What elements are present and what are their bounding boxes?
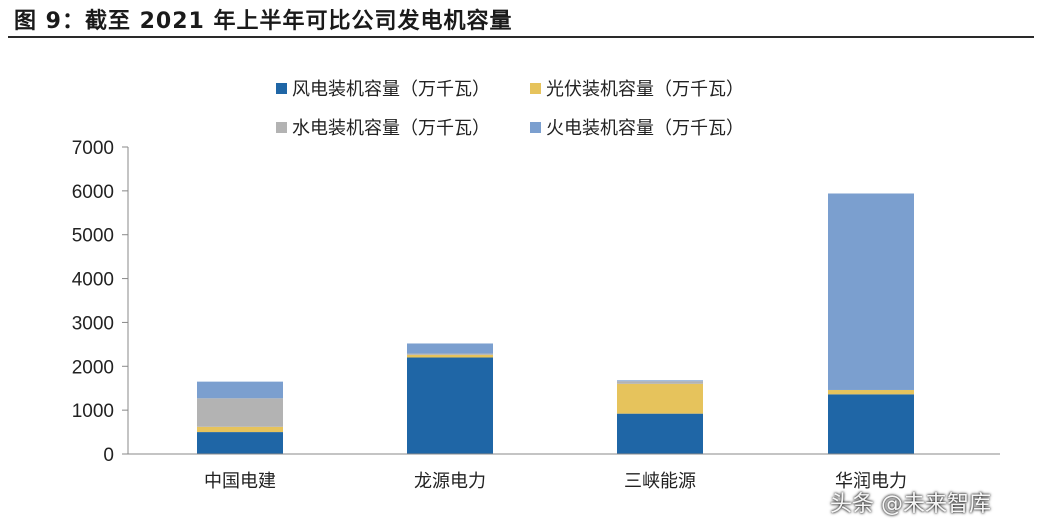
bar-segment bbox=[407, 353, 493, 355]
bar-segment bbox=[197, 381, 283, 399]
x-category-label: 中国电建 bbox=[204, 471, 276, 492]
y-tick-label: 7000 bbox=[72, 138, 114, 159]
bar-segment bbox=[197, 398, 283, 427]
bar-segment bbox=[407, 357, 493, 454]
x-category-label: 三峡能源 bbox=[624, 471, 696, 492]
x-axis: 中国电建 龙源电力 三峡能源 华润电力 bbox=[128, 453, 1000, 492]
y-tick-label: 2000 bbox=[72, 357, 114, 378]
bar-segment bbox=[407, 354, 493, 358]
legend-swatch bbox=[276, 122, 287, 133]
y-tick-label: 6000 bbox=[72, 182, 114, 203]
bar-segment bbox=[197, 426, 283, 433]
title-divider bbox=[8, 36, 1034, 38]
bar-segment bbox=[828, 389, 914, 395]
bar-segment bbox=[407, 343, 493, 354]
bar-segment bbox=[828, 193, 914, 390]
bar-segment bbox=[617, 413, 703, 454]
legend-label: 风电装机容量（万千瓦） bbox=[292, 79, 490, 100]
y-axis: 0 1000 2000 3000 4000 5000 6000 7000 bbox=[72, 138, 129, 466]
legend-label: 火电装机容量（万千瓦） bbox=[546, 118, 744, 139]
bar-segment bbox=[617, 380, 703, 382]
legend-swatch bbox=[530, 83, 541, 94]
legend: 风电装机容量（万千瓦） 光伏装机容量（万千瓦） 水电装机容量（万千瓦） 火电装机容量（… bbox=[276, 79, 744, 139]
y-tick-label: 5000 bbox=[72, 226, 114, 247]
chart-title: 图 9：截至 2021 年上半年可比公司发电机容量 bbox=[14, 9, 513, 34]
x-category-label: 龙源电力 bbox=[414, 471, 486, 492]
watermark: 头条 @未来智库 bbox=[830, 492, 991, 517]
legend-label: 水电装机容量（万千瓦） bbox=[292, 118, 490, 139]
title-bar: 图 9：截至 2021 年上半年可比公司发电机容量 bbox=[0, 0, 1037, 38]
legend-label: 光伏装机容量（万千瓦） bbox=[546, 79, 744, 100]
bar-segment bbox=[197, 432, 283, 454]
bar-segment bbox=[617, 381, 703, 384]
x-category-label: 华润电力 bbox=[835, 471, 907, 492]
legend-swatch bbox=[530, 122, 541, 133]
y-tick-label: 3000 bbox=[72, 313, 114, 334]
y-tick-label: 0 bbox=[103, 445, 114, 466]
bar-segment bbox=[617, 383, 703, 414]
y-tick-label: 1000 bbox=[72, 401, 114, 422]
bar-segment bbox=[828, 394, 914, 454]
legend-swatch bbox=[276, 83, 287, 94]
bars bbox=[197, 193, 914, 454]
y-tick-label: 4000 bbox=[72, 270, 114, 291]
